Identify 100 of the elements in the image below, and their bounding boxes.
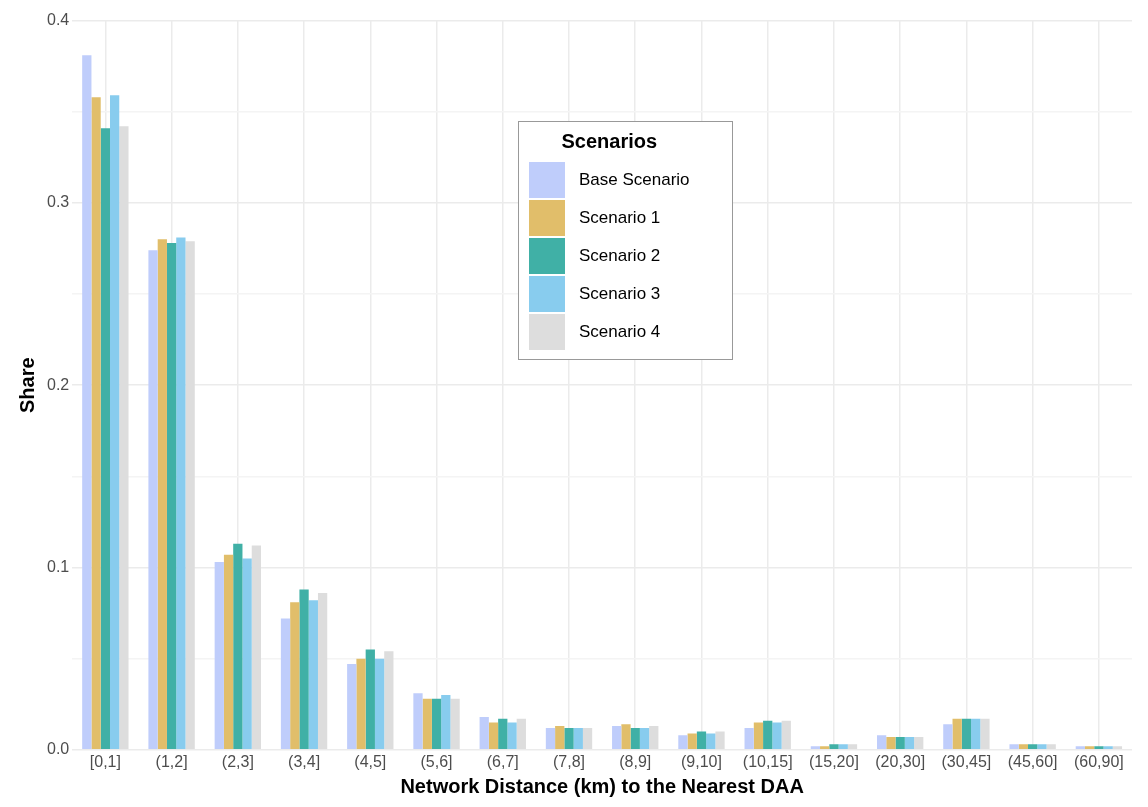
x-tick-label: (45,60] — [1007, 752, 1058, 770]
bar — [687, 733, 697, 750]
bar — [479, 716, 489, 750]
bar — [838, 744, 848, 750]
bar — [886, 737, 896, 750]
bar — [952, 718, 962, 750]
bar — [384, 651, 394, 750]
x-tick-label: (6,7] — [486, 752, 519, 770]
bar — [516, 718, 526, 750]
bar — [1018, 744, 1029, 750]
bar — [441, 695, 451, 750]
bar — [971, 718, 981, 750]
bar — [980, 718, 990, 750]
bar — [744, 727, 754, 750]
bar — [555, 726, 565, 750]
bar — [877, 735, 887, 750]
bar — [242, 558, 252, 750]
bar — [356, 658, 366, 750]
x-tick-label: (30,45] — [941, 752, 992, 770]
legend-title: Scenarios — [560, 130, 659, 153]
y-tick-label: 0.1 — [46, 557, 70, 575]
bar — [829, 744, 839, 750]
bar — [1028, 744, 1038, 750]
bar — [612, 726, 622, 750]
x-tick-label: (3,4] — [288, 752, 321, 770]
x-tick-label: (20,30] — [875, 752, 926, 770]
bar — [895, 737, 905, 750]
bar — [753, 722, 764, 750]
bar — [1103, 746, 1113, 750]
legend-label: Scenario 1 — [579, 208, 661, 228]
bar — [1046, 744, 1056, 750]
bar — [251, 545, 262, 750]
bar — [715, 731, 725, 750]
bar — [639, 727, 650, 750]
bar — [365, 649, 375, 750]
bar — [564, 727, 574, 750]
x-tick-label: (15,20] — [809, 752, 859, 770]
bar — [450, 698, 460, 750]
x-axis-title: Network Distance (km) to the Nearest DAA — [400, 774, 804, 797]
bar — [630, 727, 640, 750]
bar — [422, 698, 432, 750]
bar — [223, 554, 234, 750]
bar — [185, 241, 195, 750]
y-tick-label: 0.2 — [46, 375, 70, 393]
bar — [545, 727, 556, 750]
bar — [1112, 746, 1123, 750]
bar — [280, 618, 291, 750]
x-tick-label: (4,5] — [354, 752, 387, 770]
x-tick-label: (1,2] — [155, 752, 188, 770]
bar — [374, 658, 385, 750]
bar — [781, 720, 791, 750]
x-tick-label: (2,3] — [221, 752, 254, 770]
bar — [678, 735, 688, 750]
x-tick-label: (9,10] — [681, 752, 722, 770]
legend-label: Base Scenario — [579, 170, 690, 190]
bar — [621, 724, 631, 750]
bar — [914, 737, 924, 750]
bar — [820, 746, 830, 750]
x-tick-label: (60,90] — [1073, 752, 1124, 770]
bar — [290, 602, 300, 750]
bar — [1009, 744, 1019, 750]
bar — [176, 237, 186, 750]
bar — [847, 744, 858, 750]
bar — [810, 746, 821, 750]
y-tick-label: 0.3 — [46, 193, 70, 211]
bar — [308, 600, 318, 750]
legend-label: Scenario 4 — [579, 322, 661, 342]
bar — [110, 95, 120, 750]
bar — [413, 693, 423, 750]
x-tick-label: (7,8] — [553, 752, 586, 770]
bar — [706, 733, 716, 750]
bar — [214, 562, 224, 750]
bar — [904, 737, 915, 750]
x-tick-label: (8,9] — [619, 752, 652, 770]
bar — [166, 243, 177, 750]
bar — [119, 126, 129, 750]
bar — [347, 664, 357, 750]
x-tick-label: (10,15] — [742, 752, 793, 770]
bar — [1084, 746, 1095, 750]
bar — [299, 589, 309, 750]
bar — [498, 718, 508, 750]
y-tick-label: 0.0 — [46, 740, 70, 758]
bar — [233, 543, 243, 750]
y-axis-title: Share — [15, 357, 38, 413]
bar — [488, 722, 499, 750]
bar — [507, 722, 517, 750]
bar — [961, 718, 972, 750]
bar — [1037, 744, 1047, 750]
bar — [91, 97, 101, 750]
legend-label: Scenario 2 — [579, 246, 661, 266]
bar — [649, 726, 659, 750]
y-tick-label: 0.4 — [46, 11, 70, 29]
bar — [763, 720, 773, 750]
bar — [943, 724, 953, 750]
bar — [317, 593, 328, 750]
bar — [1075, 746, 1085, 750]
x-tick-label: [0,1] — [89, 752, 121, 770]
bar — [157, 239, 167, 750]
x-tick-label: (5,6] — [420, 752, 453, 770]
legend-label: Scenario 3 — [579, 284, 661, 304]
